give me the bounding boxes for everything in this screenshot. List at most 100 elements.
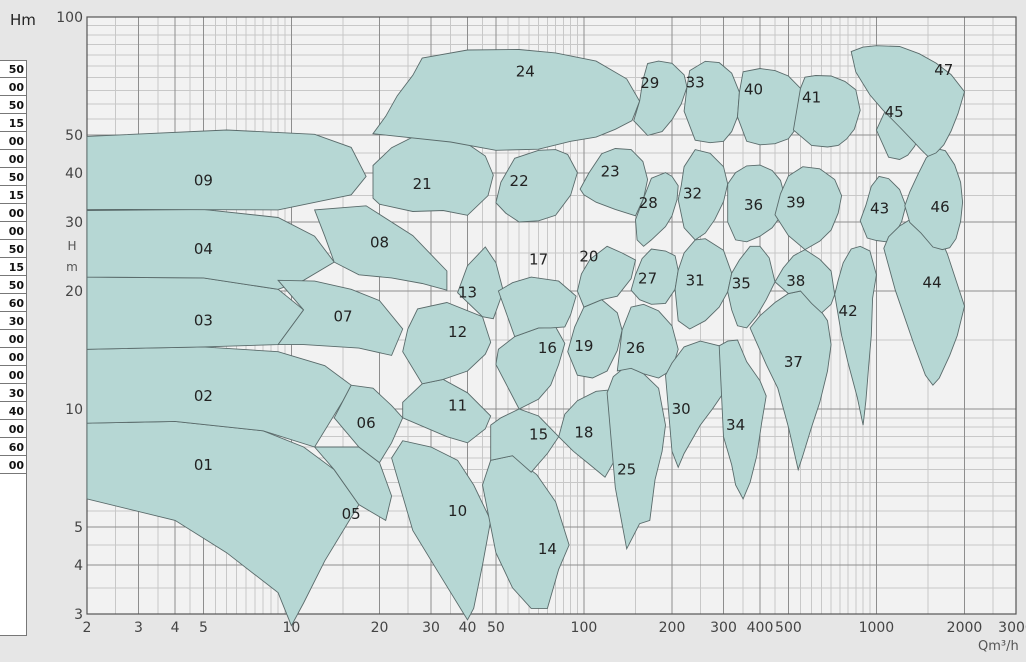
zone-label-25: 25 [617,461,636,479]
x-tick-label: 5 [199,620,208,636]
zone-08 [313,205,448,291]
y-axis-label-m: m [66,260,78,274]
zone-24 [372,49,641,151]
zone-12 [402,302,492,385]
zone-22 [495,149,578,223]
y-tick-label: 5 [74,520,83,536]
x-tick-label: 300 [710,620,737,636]
zone-47 [850,45,965,157]
zone-label-03: 03 [194,312,213,330]
zone-label-46: 46 [931,198,950,216]
left-table-cell: 50 [0,169,26,186]
y-tick-label: 3 [74,607,83,623]
zone-label-14: 14 [538,540,557,558]
left-table-cell: 50 [0,241,26,258]
zone-label-12: 12 [448,323,467,341]
zone-13 [457,246,504,320]
zone-label-33: 33 [686,74,705,92]
zone-label-29: 29 [640,74,659,92]
zone-label-15: 15 [529,426,548,444]
left-table-cell: 40 [0,403,26,420]
zone-label-30: 30 [672,400,691,418]
y-tick-label: 4 [74,558,83,574]
zone-41 [792,75,861,148]
chart-zones [86,45,965,627]
zone-17 [497,276,577,338]
zone-label-11: 11 [448,397,467,415]
zone-label-08: 08 [370,234,389,252]
zone-23 [579,148,649,217]
zone-label-41: 41 [802,89,821,107]
zone-label-17: 17 [529,250,548,268]
x-tick-label: 200 [659,620,686,636]
left-table-cell: 00 [0,367,26,384]
axis-ticks: 2 3 4 5 10 20 30 40 50 100 200 300 400 500 1000 2000 300… [56,10,1026,636]
zone-label-19: 19 [574,337,593,355]
zone-34 [718,339,767,500]
zone-21 [372,131,494,216]
zone-label-20: 20 [579,248,598,266]
left-table-cell: 15 [0,187,26,204]
y-tick-label: 100 [56,10,83,26]
y-axis-label-h: H [67,239,76,253]
x-axis-label: Qm³/h [978,639,1019,654]
left-table-cell: 50 [0,97,26,114]
left-table-cell: 00 [0,223,26,240]
zone-label-13: 13 [458,284,477,302]
zone-label-21: 21 [413,175,432,193]
zone-label-37: 37 [784,353,803,371]
y-tick-label: 50 [65,128,83,144]
zone-label-10: 10 [448,502,467,520]
zone-label-02: 02 [194,387,213,405]
left-table-cell: 30 [0,385,26,402]
left-table-cell: 30 [0,313,26,330]
zone-44 [883,216,965,386]
zone-37 [749,290,832,472]
y-tick-label: 30 [65,215,83,231]
y-tick-label: 40 [65,166,83,182]
zone-09 [86,129,367,211]
zone-16 [495,326,566,410]
zone-42 [834,245,877,426]
left-table-cell: 15 [0,115,26,132]
zone-labels: 01 02 03 04 05 06 07 08 09 10 11 12 13 14 15 16 17 18 19 20… [194,61,953,558]
zone-label-36: 36 [744,196,763,214]
x-tick-label: 2000 [947,620,983,636]
zone-label-44: 44 [923,274,942,292]
left-table-cell: 00 [0,457,26,474]
zone-label-16: 16 [538,339,557,357]
y-tick-label: 20 [65,284,83,300]
x-tick-label: 100 [571,620,598,636]
x-tick-label: 40 [459,620,477,636]
left-table-cell: 00 [0,331,26,348]
x-tick-label: 400 [747,620,774,636]
x-tick-label: 4 [171,620,180,636]
zone-label-06: 06 [357,414,376,432]
zone-label-26: 26 [626,339,645,357]
left-table-cell: 00 [0,79,26,96]
x-tick-label: 1000 [859,620,895,636]
zone-label-27: 27 [638,270,657,288]
zone-label-28: 28 [639,194,658,212]
left-value-table: 50 00 50 15 00 00 50 15 00 00 50 15 50 60 30 00 00 00 30 40… [0,60,27,636]
left-table-cell: 00 [0,205,26,222]
zone-label-43: 43 [870,199,889,217]
zone-label-34: 34 [726,416,745,434]
zone-27 [630,248,679,305]
zone-label-35: 35 [732,275,751,293]
zone-11 [402,378,492,444]
zone-label-38: 38 [786,272,805,290]
zone-label-05: 05 [342,505,361,523]
zone-label-39: 39 [786,194,805,212]
zone-26 [616,303,679,379]
y-unit-label: Hm [10,11,36,29]
x-tick-label: 2 [83,620,92,636]
zone-label-47: 47 [934,61,953,79]
zone-39 [774,166,843,251]
zone-46 [904,148,964,251]
zone-29 [633,60,688,136]
left-table-cell: 15 [0,259,26,276]
zone-label-23: 23 [601,163,620,181]
zone-label-22: 22 [510,172,529,190]
